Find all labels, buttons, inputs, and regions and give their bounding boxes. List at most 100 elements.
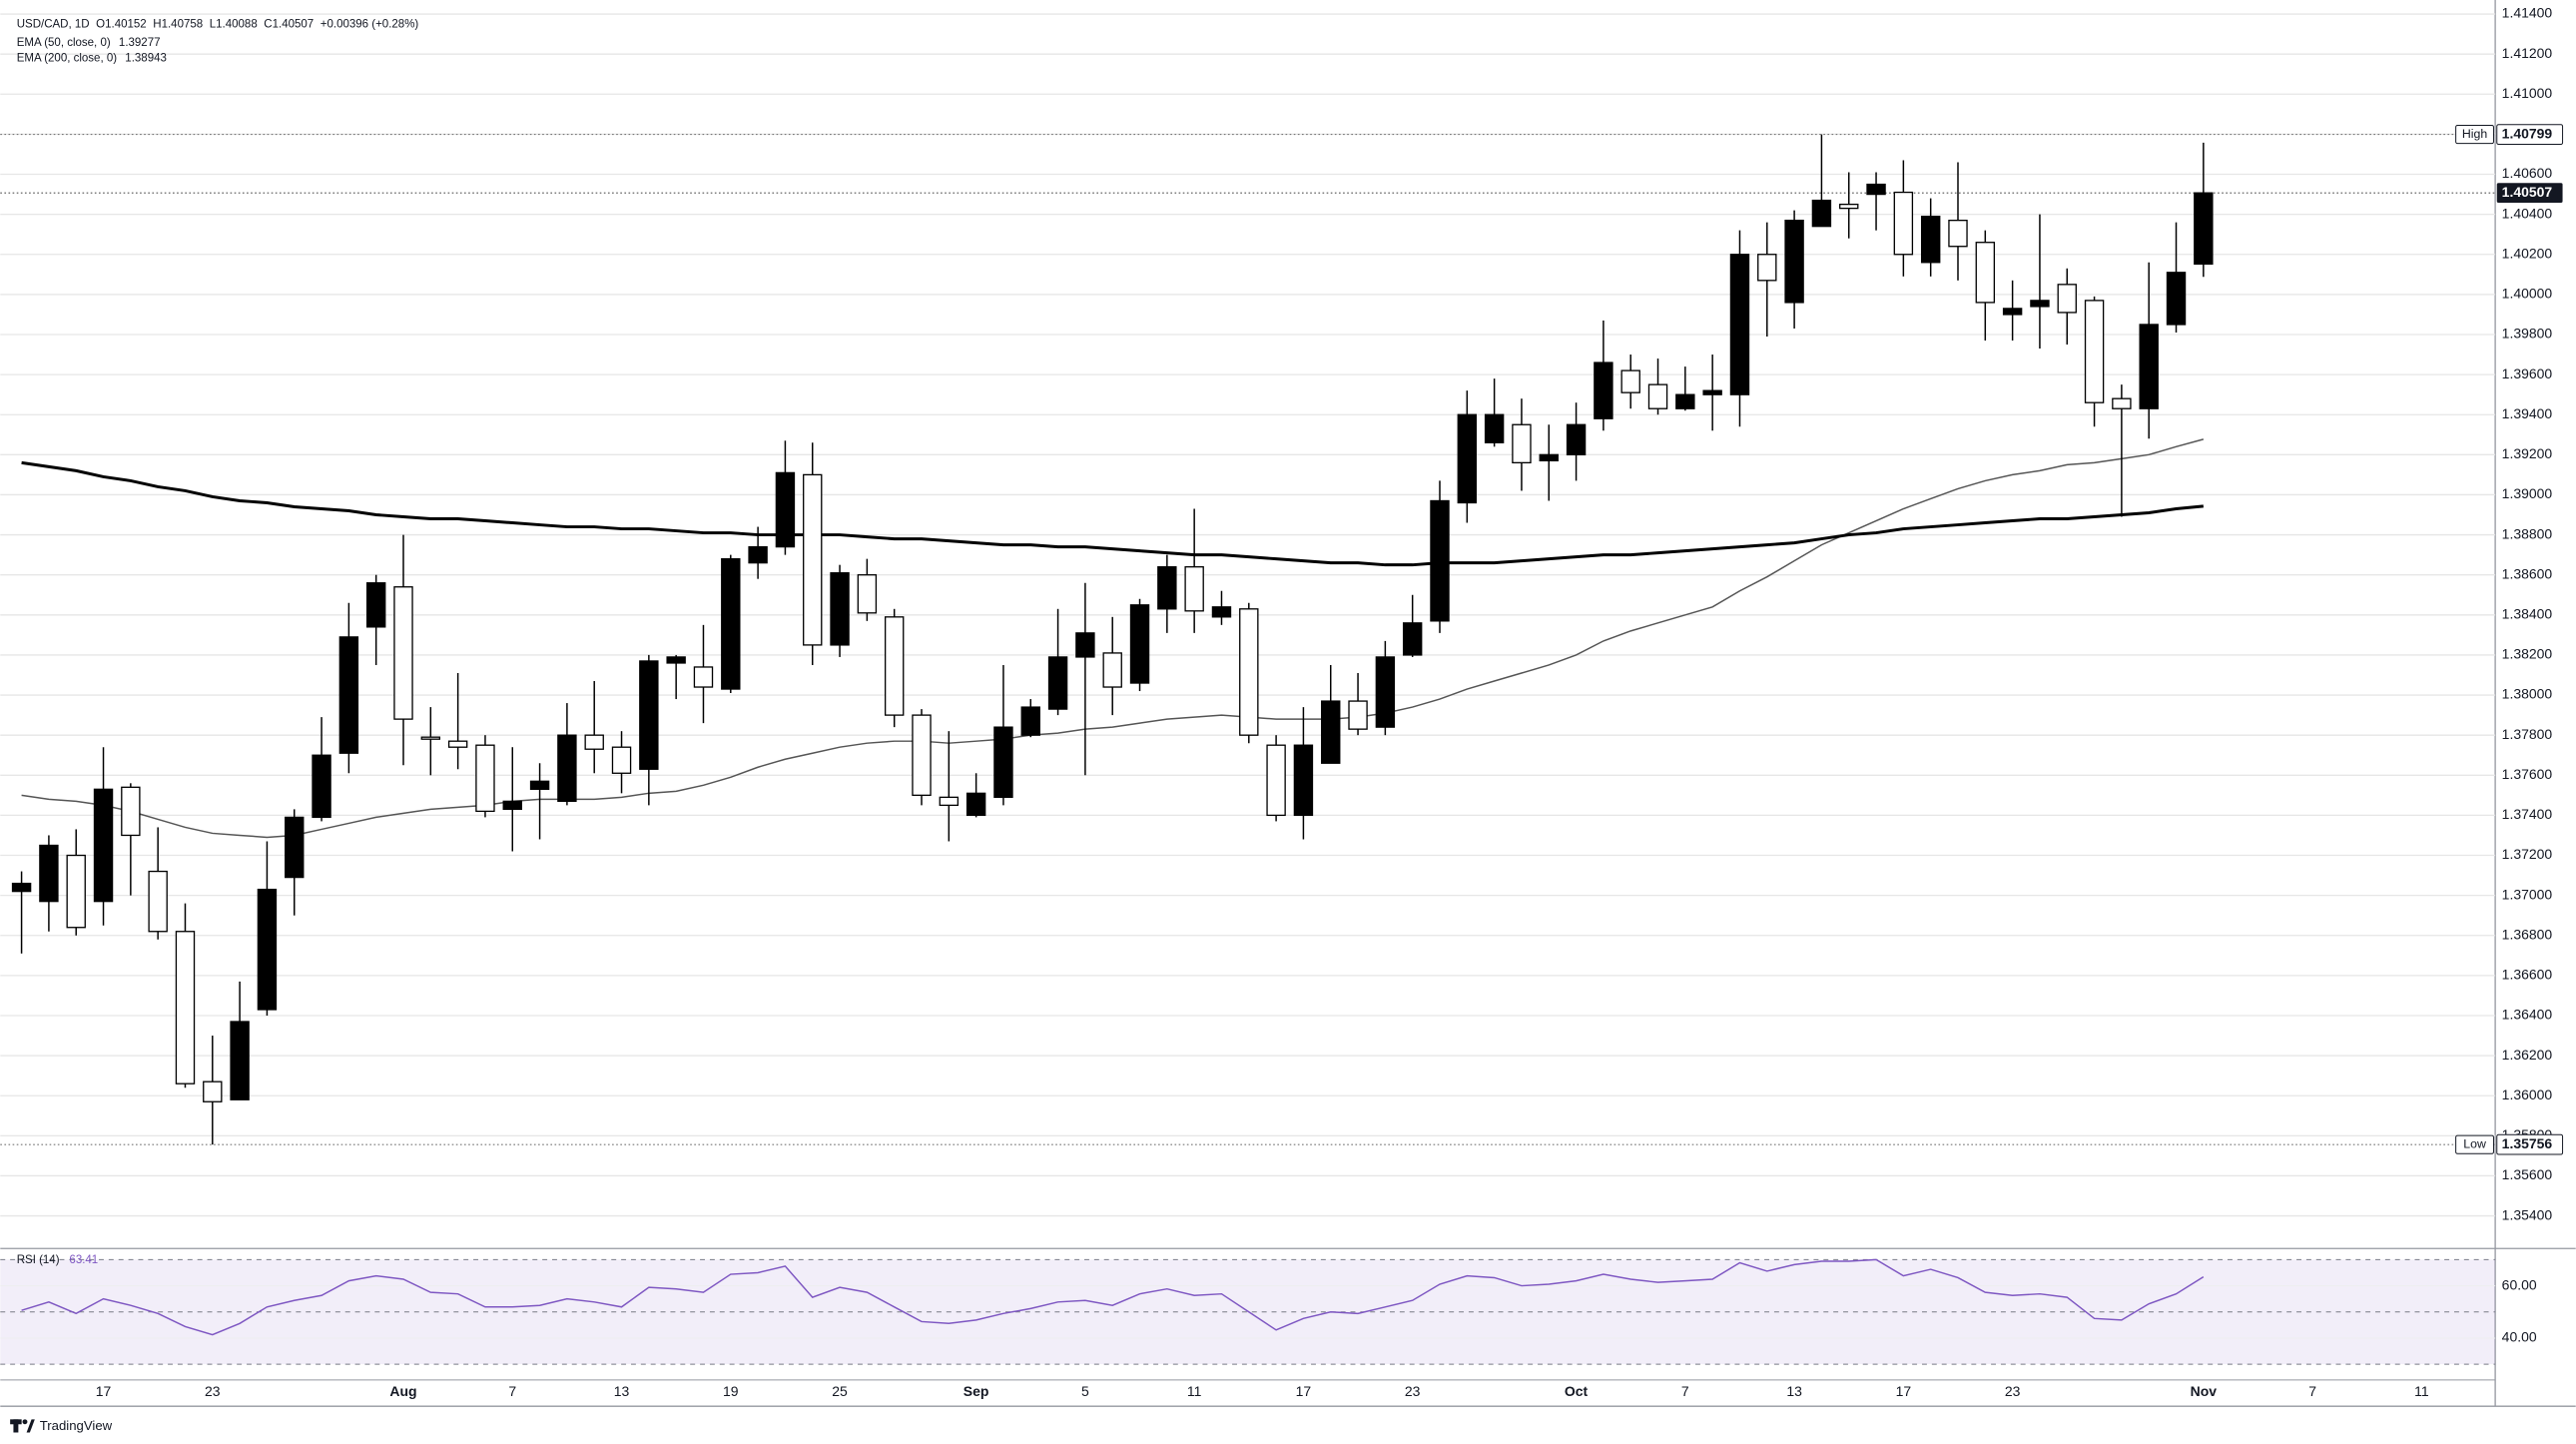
y-tick-label: 1.37600 xyxy=(2502,766,2553,782)
candle-body xyxy=(584,734,604,750)
rsi-tick-label: 60.00 xyxy=(2502,1276,2537,1292)
candle-body xyxy=(11,882,32,893)
candle-body xyxy=(529,780,550,790)
candle-body xyxy=(611,746,632,774)
candle-body xyxy=(1757,254,1777,282)
level-tag: Low xyxy=(2463,1136,2486,1150)
candle-body xyxy=(2166,272,2187,326)
candle-body xyxy=(148,870,168,933)
candle-body xyxy=(1866,183,1886,196)
ema-legend: EMA (50, close, 0) 1.39277 xyxy=(17,37,161,49)
candle-body xyxy=(666,656,686,664)
x-tick-label: 7 xyxy=(2308,1383,2316,1399)
y-tick-label: 1.41000 xyxy=(2502,85,2553,101)
ohlc-prefix: H xyxy=(153,19,161,31)
y-tick-label: 1.38600 xyxy=(2502,565,2553,581)
x-tick-label: 23 xyxy=(205,1383,221,1399)
candle-body xyxy=(230,1021,250,1100)
candle-body xyxy=(1512,423,1532,464)
last-price-label: 1.40507 xyxy=(2502,184,2553,200)
rsi-legend: RSI (14) 63.41 xyxy=(17,1254,98,1266)
y-tick-label: 1.36400 xyxy=(2502,1007,2553,1023)
candle-body xyxy=(803,473,823,646)
candle-body xyxy=(721,557,741,690)
candle-body xyxy=(1184,566,1204,612)
rsi-name: RSI (14) xyxy=(17,1254,60,1266)
y-tick-label: 1.36800 xyxy=(2502,926,2553,942)
candle-body xyxy=(1839,203,1859,210)
rsi-line xyxy=(21,1258,2205,1336)
candle-body xyxy=(39,844,59,903)
candle-body xyxy=(203,1081,223,1102)
candle-body xyxy=(257,888,278,1011)
candle-body xyxy=(966,792,986,817)
candle-body xyxy=(175,931,196,1084)
candle-body xyxy=(420,736,441,740)
candle-body xyxy=(338,636,359,754)
candle-body xyxy=(557,734,577,803)
candle-body xyxy=(1594,361,1613,419)
y-tick-label: 1.35600 xyxy=(2502,1166,2553,1182)
x-tick-label: 25 xyxy=(832,1383,848,1399)
x-tick-label: 17 xyxy=(96,1383,112,1399)
candle-body xyxy=(1784,219,1804,304)
ohlc-prefix: L xyxy=(210,19,217,31)
candle-body xyxy=(1266,744,1286,817)
x-tick-label: 5 xyxy=(1081,1383,1089,1399)
logo-part xyxy=(13,1419,19,1433)
candle-body xyxy=(475,744,495,813)
y-tick-label: 1.36000 xyxy=(2502,1086,2553,1102)
ohlc-prefix: O xyxy=(96,19,105,31)
ema-legend: EMA (200, close, 0) 1.38943 xyxy=(17,52,167,64)
candle-body xyxy=(1211,606,1232,618)
candle-body xyxy=(1239,608,1259,736)
y-tick-label: 1.39400 xyxy=(2502,405,2553,421)
rsi-value: 63.41 xyxy=(69,1254,98,1266)
y-tick-label: 1.39000 xyxy=(2502,485,2553,501)
candle-body xyxy=(1920,215,1941,264)
x-tick-label: Oct xyxy=(1565,1383,1589,1399)
candle-body xyxy=(1293,744,1314,817)
candle-body xyxy=(775,471,796,548)
candle-body xyxy=(1348,700,1368,730)
candle-body xyxy=(2057,284,2077,314)
x-tick-label: 19 xyxy=(723,1383,739,1399)
candle-body xyxy=(1430,499,1450,622)
y-tick-label: 1.39600 xyxy=(2502,365,2553,381)
x-tick-label: 7 xyxy=(508,1383,516,1399)
candle-body xyxy=(2084,300,2105,403)
candle-body xyxy=(2002,308,2023,316)
candle-body xyxy=(447,740,468,748)
symbol-legend: USD/CAD, 1D O1.40152 H1.40758 L1.40088 C1.40… xyxy=(17,19,419,31)
x-tick-label: 23 xyxy=(1405,1383,1421,1399)
y-tick-label: 1.40200 xyxy=(2502,245,2553,261)
level-tag: High xyxy=(2462,127,2487,141)
candle-body xyxy=(93,788,114,903)
candle-body xyxy=(1893,191,1914,256)
level-value: 1.35756 xyxy=(2502,1135,2553,1151)
candle-body xyxy=(639,660,659,770)
level-value-box xyxy=(2496,124,2564,145)
y-tick-label: 1.40000 xyxy=(2502,286,2553,302)
x-tick-label: Sep xyxy=(964,1383,989,1399)
candle-body xyxy=(1566,423,1587,455)
level-value-box xyxy=(2496,1133,2564,1155)
candle-body xyxy=(2194,192,2214,266)
candle-body xyxy=(912,714,932,797)
watermark: TradingView xyxy=(40,1418,113,1433)
y-tick-label: 1.38800 xyxy=(2502,525,2553,541)
x-tick-label: 17 xyxy=(1896,1383,1912,1399)
candle-body xyxy=(884,616,905,716)
candle-body xyxy=(2112,397,2132,409)
y-tick-label: 1.41200 xyxy=(2502,45,2553,61)
candle-body xyxy=(285,816,305,879)
candle-body xyxy=(857,574,878,614)
y-tick-label: 1.37800 xyxy=(2502,726,2553,742)
x-tick-label: Aug xyxy=(389,1383,416,1399)
ema-name: EMA (50, close, 0) xyxy=(17,37,111,49)
ohlc-value: 1.40088 xyxy=(216,19,258,31)
symbol: USD/CAD, 1D xyxy=(17,19,90,31)
